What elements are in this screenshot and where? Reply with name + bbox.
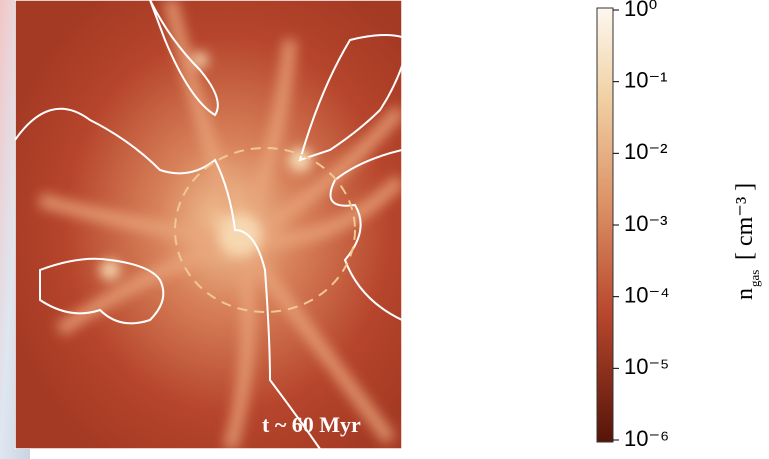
density-map: [15, 0, 410, 449]
label-subscript: gas: [747, 270, 762, 287]
colorbar-tick-label: 10⁻¹: [624, 67, 667, 92]
colorbar-tick-label: 10⁻²: [624, 139, 667, 164]
colorbar-tick-label: 10⁻⁴: [624, 282, 670, 307]
colorbar-label: n gas [ cm⁻³ ]: [732, 183, 762, 300]
page: t ~ 60 Myr 10⁰ 10⁻¹ 10⁻² 10⁻³ 10⁻⁴ 10⁻⁵ 10⁻⁶ n…: [0, 0, 769, 459]
colorbar-tick-label: 10⁰: [624, 0, 657, 21]
label-unit: [ cm⁻³ ]: [732, 183, 758, 260]
colorbar-tick-label: 10⁻⁵: [624, 354, 669, 379]
colorbar-tick-label: 10⁻³: [624, 211, 667, 236]
time-annotation: t ~ 60 Myr: [262, 412, 361, 437]
figure: t ~ 60 Myr 10⁰ 10⁻¹ 10⁻² 10⁻³ 10⁻⁴ 10⁻⁵ 10⁻⁶ n…: [0, 0, 769, 459]
colorbar-tick-label: 10⁻⁶: [624, 426, 669, 451]
colorbar: [597, 8, 613, 442]
label-symbol: n: [732, 288, 758, 300]
colorbar-ticks: 10⁰ 10⁻¹ 10⁻² 10⁻³ 10⁻⁴ 10⁻⁵ 10⁻⁶: [613, 0, 670, 451]
